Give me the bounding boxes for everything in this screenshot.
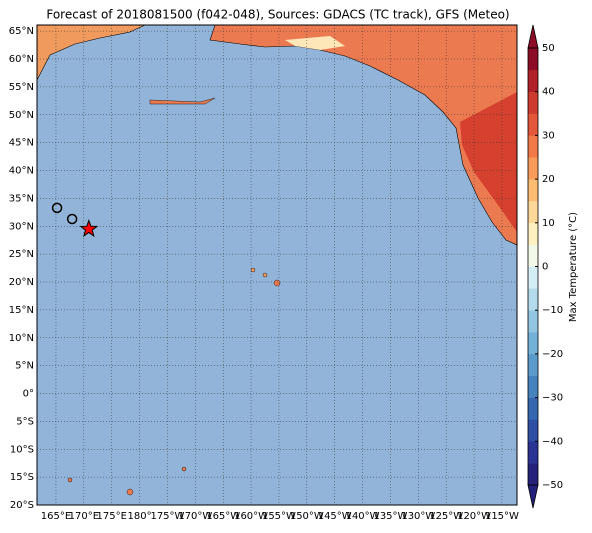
y-tick-label: 15°S bbox=[10, 472, 34, 483]
x-tick-label: 165°W bbox=[206, 511, 240, 522]
colorbar-band bbox=[528, 332, 538, 355]
colorbar-label: Max Temperature (°C) bbox=[568, 212, 579, 322]
colorbar-tick-label: 40 bbox=[542, 87, 555, 98]
island bbox=[181, 466, 187, 472]
x-tick-label: 175°W bbox=[150, 511, 184, 522]
y-tick-label: 50°N bbox=[9, 110, 34, 121]
colorbar-tick-label: 20 bbox=[542, 174, 555, 185]
y-tick-label: 25°N bbox=[9, 249, 34, 260]
track-point bbox=[66, 213, 78, 225]
y-tick-label: 35°N bbox=[9, 193, 34, 204]
y-tick-label: 5°S bbox=[16, 416, 34, 427]
colorbar-band bbox=[528, 375, 538, 398]
y-tick-label: 10°S bbox=[10, 444, 34, 455]
y-tick-label: 30°N bbox=[9, 221, 34, 232]
land-asia bbox=[37, 25, 146, 81]
colorbar-band bbox=[528, 135, 538, 158]
land-cool bbox=[285, 36, 345, 50]
x-tick-label: 170°W bbox=[178, 511, 212, 522]
colorbar-band bbox=[528, 419, 538, 442]
island bbox=[250, 267, 256, 273]
colorbar-band bbox=[528, 179, 538, 202]
colorbar-band bbox=[528, 157, 538, 180]
y-tick-label: 15°N bbox=[9, 305, 34, 316]
x-tick-label: 160°W bbox=[234, 511, 268, 522]
y-tick-label: 60°N bbox=[9, 54, 34, 65]
colorbar-tick-label: −10 bbox=[542, 305, 563, 316]
colorbar-tick-label: 50 bbox=[542, 43, 555, 54]
island bbox=[273, 279, 281, 287]
colorbar-tick-label: 0 bbox=[542, 262, 548, 273]
aleutians bbox=[149, 97, 216, 105]
x-tick-label: 180° bbox=[128, 511, 152, 522]
map-frame bbox=[36, 24, 518, 506]
track-point bbox=[51, 202, 63, 214]
colorbar-band bbox=[528, 397, 538, 420]
x-tick-label: 170°E bbox=[69, 511, 99, 522]
colorbar-band bbox=[528, 310, 538, 333]
map bbox=[37, 25, 517, 505]
storm-position bbox=[79, 219, 99, 238]
colorbar-extend bbox=[527, 24, 539, 49]
colorbar-band bbox=[528, 353, 538, 377]
y-tick-label: 5°N bbox=[15, 361, 34, 372]
island bbox=[67, 477, 73, 483]
x-tick-label: 145°W bbox=[318, 511, 352, 522]
colorbar-band bbox=[528, 200, 538, 224]
x-tick-label: 140°W bbox=[346, 511, 380, 522]
y-tick-label: 45°N bbox=[9, 138, 34, 149]
island bbox=[262, 272, 268, 278]
colorbar-tick-label: 10 bbox=[542, 218, 555, 229]
x-tick-label: 165°E bbox=[41, 511, 71, 522]
colorbar-band bbox=[528, 288, 538, 311]
colorbar-band bbox=[528, 91, 538, 114]
x-tick-label: 130°W bbox=[401, 511, 435, 522]
island bbox=[126, 488, 134, 496]
colorbar-tick-label: −50 bbox=[542, 480, 563, 491]
x-tick-label: 115°W bbox=[485, 511, 519, 522]
colorbar-band bbox=[528, 244, 538, 267]
colorbar-band bbox=[528, 48, 538, 71]
colorbar-tick-label: 30 bbox=[542, 130, 555, 141]
title: Forecast of 2018081500 (f042-048), Sourc… bbox=[46, 8, 509, 22]
y-tick-label: 10°N bbox=[9, 333, 34, 344]
colorbar-extend bbox=[527, 484, 539, 509]
x-tick-label: 175°E bbox=[97, 511, 127, 522]
y-tick-label: 20°N bbox=[9, 277, 34, 288]
grid bbox=[37, 25, 517, 505]
track bbox=[51, 202, 99, 238]
land-north-america bbox=[209, 25, 517, 246]
x-tick-label: 135°W bbox=[373, 511, 407, 522]
y-tick-label: 65°N bbox=[9, 26, 34, 37]
x-tick-label: 125°W bbox=[429, 511, 463, 522]
colorbar-band bbox=[528, 266, 538, 289]
colorbar: 50 40 30 20 10 0 −10 −20 −30 −40 −50 bbox=[527, 24, 563, 509]
y-tick-label: 40°N bbox=[9, 166, 34, 177]
x-tick-label: 150°W bbox=[290, 511, 324, 522]
colorbar-band bbox=[528, 222, 538, 245]
colorbar-band bbox=[528, 463, 538, 486]
y-tick-label: 55°N bbox=[9, 82, 34, 93]
colorbar-tick-label: −40 bbox=[542, 436, 563, 447]
colorbar-tick-label: −20 bbox=[542, 349, 563, 360]
y-tick-label: 0° bbox=[23, 389, 34, 400]
y-tick-label: 20°S bbox=[10, 500, 34, 511]
colorbar-band bbox=[528, 441, 538, 464]
colorbar-tick-label: −30 bbox=[542, 393, 563, 404]
x-tick-label: 155°W bbox=[262, 511, 296, 522]
colorbar-band bbox=[528, 113, 538, 136]
x-tick-label: 120°W bbox=[457, 511, 491, 522]
colorbar-band bbox=[528, 69, 538, 92]
